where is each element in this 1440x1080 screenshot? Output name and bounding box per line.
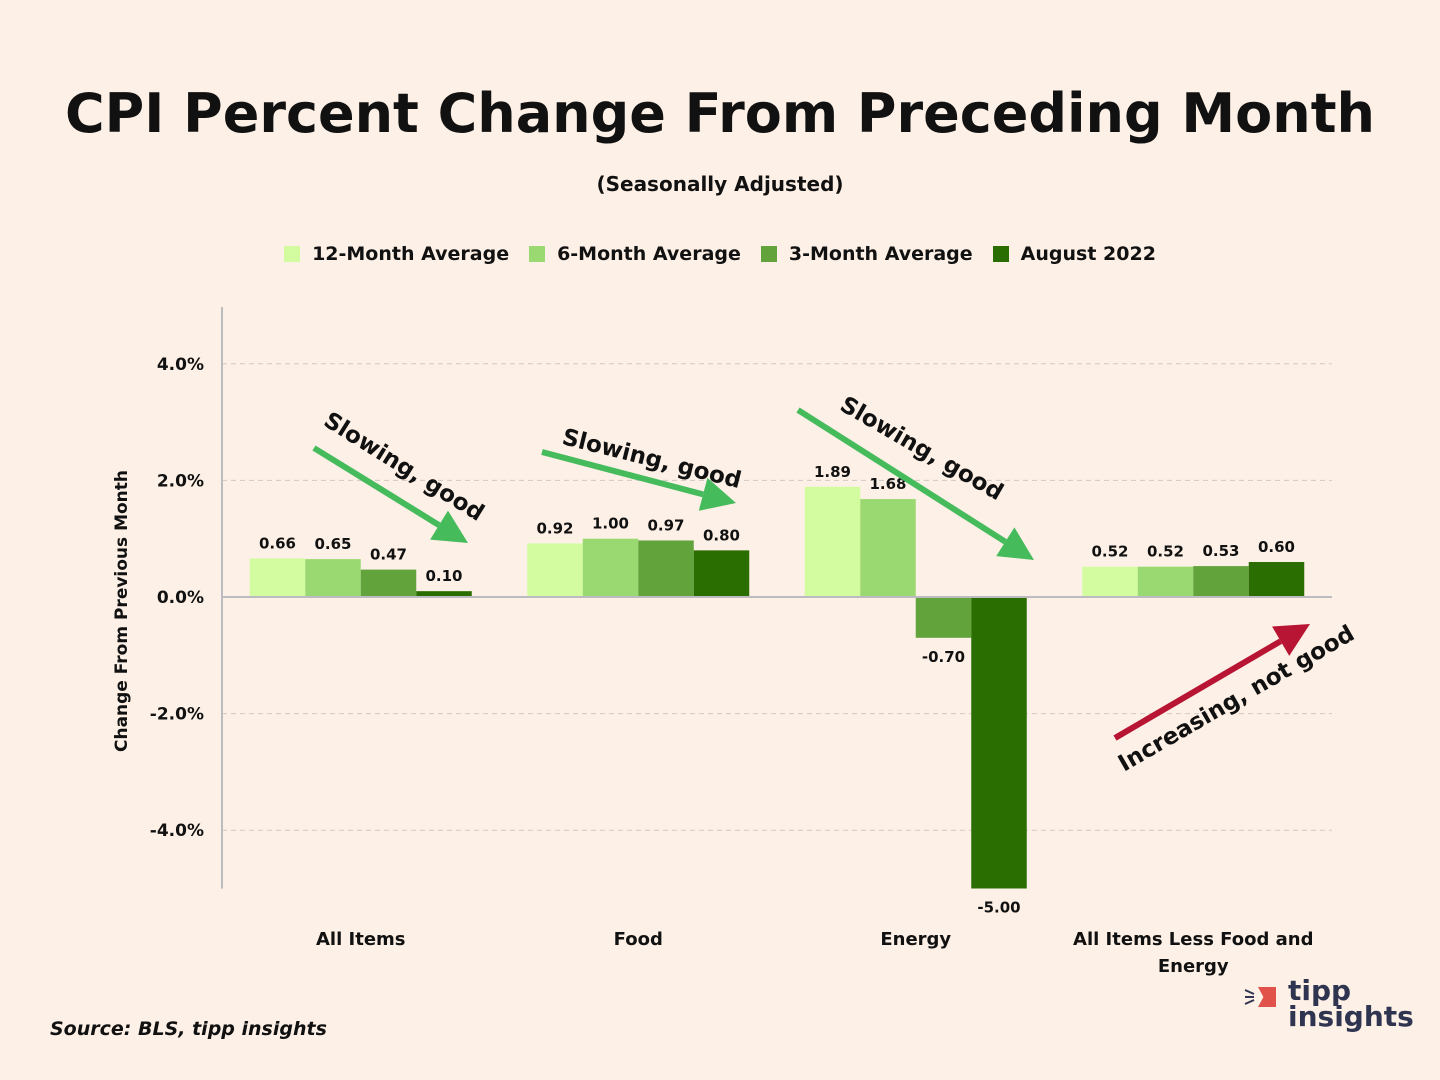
tipp-insights-logo: tipp insights: [1244, 977, 1414, 1042]
bar: [416, 591, 472, 597]
bar: [360, 569, 417, 597]
y-tick-label: -2.0%: [150, 705, 204, 725]
data-label: 0.97: [647, 516, 684, 534]
data-label: 0.53: [1202, 542, 1239, 560]
annotation-label: Increasing, not good: [1114, 621, 1359, 777]
logo-rays-icon: [1244, 989, 1255, 1005]
bar: [527, 543, 583, 597]
annotation-arrow-shaft: [312, 445, 441, 528]
annotation-arrow-shaft: [541, 449, 704, 498]
x-tick-label: Energy: [1158, 956, 1229, 977]
bar: [1137, 566, 1194, 597]
data-label: 0.66: [259, 535, 296, 553]
annotation-arrow-shaft: [1113, 638, 1283, 741]
legend-item: 12-Month Average: [284, 243, 509, 265]
data-label: 0.47: [370, 546, 407, 564]
legend-swatch: [529, 246, 546, 262]
bar: [249, 558, 306, 597]
bar: [582, 538, 639, 597]
logo-text: tipp insights: [1288, 974, 1414, 1033]
legend-item: 3-Month Average: [760, 243, 973, 265]
bar: [860, 499, 916, 597]
annotation-arrow-shaft: [796, 407, 1007, 545]
source-note: Source: BLS, tipp insights: [50, 1018, 327, 1040]
chart-title: CPI Percent Change From Preceding Month: [65, 82, 1375, 145]
y-tick-label: 0.0%: [157, 588, 204, 608]
legend-swatch: [760, 246, 777, 262]
data-label: 0.52: [1091, 543, 1128, 561]
data-label: -0.70: [922, 648, 965, 666]
data-label: 0.52: [1147, 543, 1184, 561]
data-label: -5.00: [977, 899, 1020, 917]
legend: 12-Month Average 6-Month Average 3-Month…: [0, 243, 1440, 265]
bar: [1082, 566, 1138, 597]
data-label: 0.60: [1258, 538, 1295, 556]
x-tick-label: Energy: [880, 929, 951, 950]
arrow-down-icon: [430, 510, 468, 543]
y-axis-label: Change From Previous Month: [112, 470, 132, 752]
y-tick-label: -4.0%: [150, 821, 204, 841]
legend-label: 3-Month Average: [788, 243, 973, 265]
data-label: 0.80: [703, 526, 740, 544]
bar: [1248, 562, 1305, 597]
bar: [638, 540, 694, 597]
chart-subtitle: (Seasonally Adjusted): [596, 172, 844, 196]
legend-item: August 2022: [992, 243, 1156, 265]
data-label: 1.68: [869, 475, 906, 493]
legend-label: August 2022: [1020, 243, 1156, 265]
bar: [1193, 566, 1249, 597]
bar: [804, 486, 861, 597]
legend-label: 6-Month Average: [557, 243, 741, 265]
bar: [915, 597, 972, 638]
logo-flag-icon: [1258, 987, 1276, 1007]
data-label: 0.65: [314, 535, 351, 553]
bar: [305, 559, 361, 597]
x-tick-label: Food: [614, 929, 663, 950]
data-label: 0.92: [536, 519, 573, 537]
legend-swatch: [992, 246, 1009, 262]
arrow-down-icon: [698, 477, 736, 511]
data-label: 1.00: [592, 515, 629, 533]
legend-label: 12-Month Average: [312, 243, 510, 265]
y-tick-label: 4.0%: [157, 355, 204, 375]
data-label: 1.89: [814, 463, 851, 481]
x-tick-label: All Items: [316, 929, 406, 950]
data-label: 0.10: [425, 567, 462, 585]
legend-swatch: [284, 246, 301, 262]
arrow-up-icon: [1272, 624, 1310, 656]
legend-item: 6-Month Average: [529, 243, 741, 265]
y-tick-label: 2.0%: [157, 471, 204, 491]
arrow-down-icon: [996, 527, 1034, 560]
bar: [971, 597, 1027, 889]
bar: [693, 550, 750, 597]
x-tick-label: All Items Less Food and: [1073, 929, 1313, 950]
